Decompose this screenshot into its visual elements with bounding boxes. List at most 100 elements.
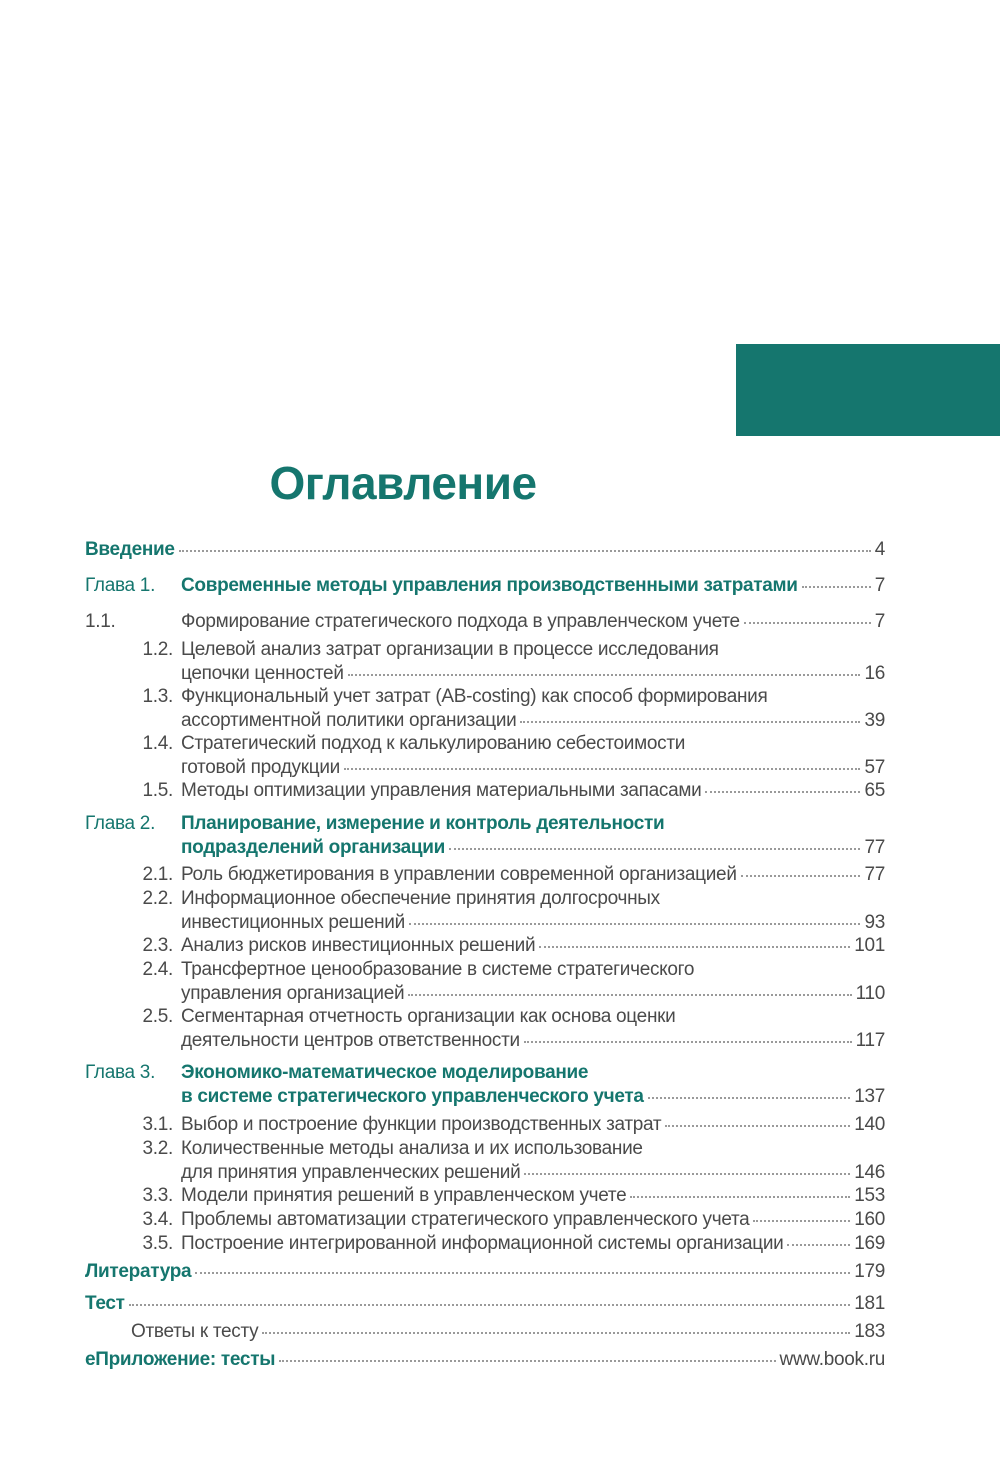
toc-entry[interactable]: ассортиментной политики организации 39 — [85, 709, 885, 733]
toc-entry[interactable]: инвестиционных решений 93 — [85, 911, 885, 935]
toc-entry-title: Планирование, измерение и контроль деяте… — [181, 813, 665, 834]
toc-entry[interactable]: 1.4. Стратегический подход к калькулирова… — [85, 732, 885, 756]
toc-entry[interactable]: Глава 3. Экономико-математическое моделир… — [85, 1061, 885, 1085]
toc-entry-title: Роль бюджетирования в управлении совреме… — [181, 864, 737, 885]
dot-leader — [262, 1331, 851, 1334]
toc-entry[interactable]: 3.3. Модели принятия решений в управленче… — [85, 1184, 886, 1208]
page-number: 77 — [864, 864, 885, 885]
toc-entry-title: еПриложение: тесты — [85, 1349, 276, 1370]
page-number: 4 — [874, 539, 886, 560]
dot-leader — [195, 1271, 851, 1274]
dot-leader — [524, 1172, 851, 1175]
toc-entry[interactable]: 3.4. Проблемы автоматизации стратегическо… — [85, 1208, 886, 1232]
page-number: 39 — [864, 709, 885, 731]
toc-entry-title: в системе стратегического управленческог… — [181, 1085, 644, 1107]
section-number: 2.5. — [142, 1006, 174, 1027]
toc-entry-title: Функциональный учет затрат (AB-costing) … — [181, 686, 768, 707]
toc-entry-title: Введение — [85, 539, 175, 560]
toc-entry[interactable]: 1.2. Целевой анализ затрат организации в … — [85, 638, 885, 662]
toc-entry-title: Целевой анализ затрат организации в проц… — [181, 639, 719, 660]
toc-entry[interactable]: 2.5. Сегментарная отчетность организации … — [85, 1005, 885, 1029]
toc-entry[interactable]: подразделений организации 77 — [85, 836, 885, 860]
section-number: 3.5. — [142, 1233, 174, 1254]
toc-entry-title: Количественные методы анализа и их испол… — [181, 1138, 643, 1159]
page-number: 101 — [854, 935, 885, 956]
toc-entry[interactable]: Глава 1. Современные методы управления пр… — [85, 574, 885, 598]
toc-entry-title: Современные методы управления производст… — [181, 575, 798, 596]
page-number: 16 — [864, 662, 885, 684]
dot-leader — [408, 993, 852, 996]
page-number: 7 — [874, 611, 886, 632]
dot-leader — [523, 1040, 852, 1043]
dot-leader — [743, 621, 871, 624]
dot-leader — [178, 549, 871, 552]
toc-entry[interactable]: Литература 179 — [85, 1260, 885, 1284]
toc-entry[interactable]: 2.2. Информационное обеспечение принятия … — [85, 887, 885, 911]
toc-entry-title: подразделений организации — [181, 836, 446, 858]
page-number: 93 — [864, 911, 885, 933]
toc-entry-title: Сегментарная отчетность организации как … — [181, 1006, 676, 1027]
dot-leader — [740, 874, 861, 877]
toc-entry[interactable]: Тест 181 — [85, 1292, 885, 1316]
section-number: 2.2. — [142, 888, 174, 909]
toc-entry-title: Формирование стратегического подхода в у… — [181, 611, 740, 632]
page-number: 140 — [854, 1114, 885, 1135]
toc-entry[interactable]: 1.3. Функциональный учет затрат (AB-costi… — [85, 685, 885, 709]
toc-entry-title: для принятия управленческих решений — [181, 1161, 521, 1183]
page-number: 137 — [854, 1085, 885, 1107]
toc-entry-title: Стратегический подход к калькулированию … — [181, 733, 686, 754]
toc-entry[interactable]: 3.2. Количественные методы анализа и их и… — [85, 1137, 885, 1161]
toc-entry[interactable]: для принятия управленческих решений 146 — [85, 1161, 885, 1185]
dot-leader — [520, 720, 861, 723]
toc-entry[interactable]: 1.1. Формирование стратегического подхода… — [85, 610, 885, 634]
section-number: 2.1. — [142, 864, 174, 885]
toc-entry-title: Тест — [85, 1293, 125, 1314]
toc-entry[interactable]: 2.4. Трансфертное ценообразование в систе… — [85, 958, 885, 982]
page-number: 57 — [864, 756, 885, 778]
dot-leader — [705, 790, 861, 793]
toc-entry[interactable]: 2.1. Роль бюджетирования в управлении сов… — [85, 863, 886, 887]
dot-leader — [408, 922, 861, 925]
toc-entry[interactable]: Ответы к тесту 183 — [85, 1320, 885, 1344]
page-number: 181 — [854, 1293, 885, 1314]
section-number: 3.3. — [142, 1185, 174, 1206]
dot-leader — [753, 1219, 851, 1222]
toc-entry-title: деятельности центров ответственности — [181, 1029, 520, 1051]
toc-entry-title: цепочки ценностей — [181, 662, 344, 684]
chapter-number: Глава 1. — [85, 575, 156, 596]
toc-entry[interactable]: Глава 2. Планирование, измерение и контро… — [85, 812, 885, 836]
toc-entry[interactable]: управления организацией 110 — [85, 982, 885, 1006]
page-number: 146 — [854, 1161, 885, 1183]
toc-entry[interactable]: 1.5. Методы оптимизации управления матери… — [85, 779, 886, 803]
toc-entry-title: Литература — [85, 1261, 192, 1282]
toc-entry-title: управления организацией — [181, 982, 405, 1004]
toc-entry-title: Трансфертное ценообразование в системе с… — [181, 959, 695, 980]
dot-leader — [343, 767, 861, 770]
toc-entry[interactable]: 2.3. Анализ рисков инвестиционных решений… — [85, 934, 886, 958]
toc-entry[interactable]: готовой продукции 57 — [85, 756, 885, 780]
toc-entry[interactable]: деятельности центров ответственности 117 — [85, 1029, 885, 1053]
toc-entry-title: Экономико-математическое моделирование — [181, 1062, 589, 1083]
toc-entry[interactable]: в системе стратегического управленческог… — [85, 1085, 885, 1109]
page-number: 179 — [854, 1261, 885, 1282]
toc-entry[interactable]: цепочки ценностей 16 — [85, 662, 885, 686]
page-number: www.book.ru — [779, 1349, 886, 1370]
toc-entry[interactable]: еПриложение: тесты www.book.ru — [85, 1348, 885, 1372]
dot-leader — [449, 847, 861, 850]
section-number: 2.4. — [142, 959, 174, 980]
section-number: 1.4. — [142, 733, 174, 754]
page-title: Оглавление — [269, 457, 537, 509]
toc-entry-title: ассортиментной политики организации — [181, 709, 517, 731]
chapter-number: Глава 2. — [85, 813, 156, 834]
dot-leader — [630, 1195, 851, 1198]
toc-entry-title: инвестиционных решений — [181, 911, 405, 933]
decorative-color-band — [736, 344, 1000, 436]
toc-entry-title: Выбор и построение функции производствен… — [181, 1114, 662, 1135]
toc-entry[interactable]: 3.1. Выбор и построение функции производс… — [85, 1113, 886, 1137]
toc-entry-title: Методы оптимизации управления материальн… — [181, 780, 702, 801]
toc-entry[interactable]: Введение 4 — [85, 538, 885, 562]
chapter-number: Глава 3. — [85, 1062, 156, 1083]
toc-entry[interactable]: 3.5. Построение интегрированной информаци… — [85, 1232, 886, 1256]
dot-leader — [539, 945, 851, 948]
toc-entry-title: готовой продукции — [181, 756, 340, 778]
